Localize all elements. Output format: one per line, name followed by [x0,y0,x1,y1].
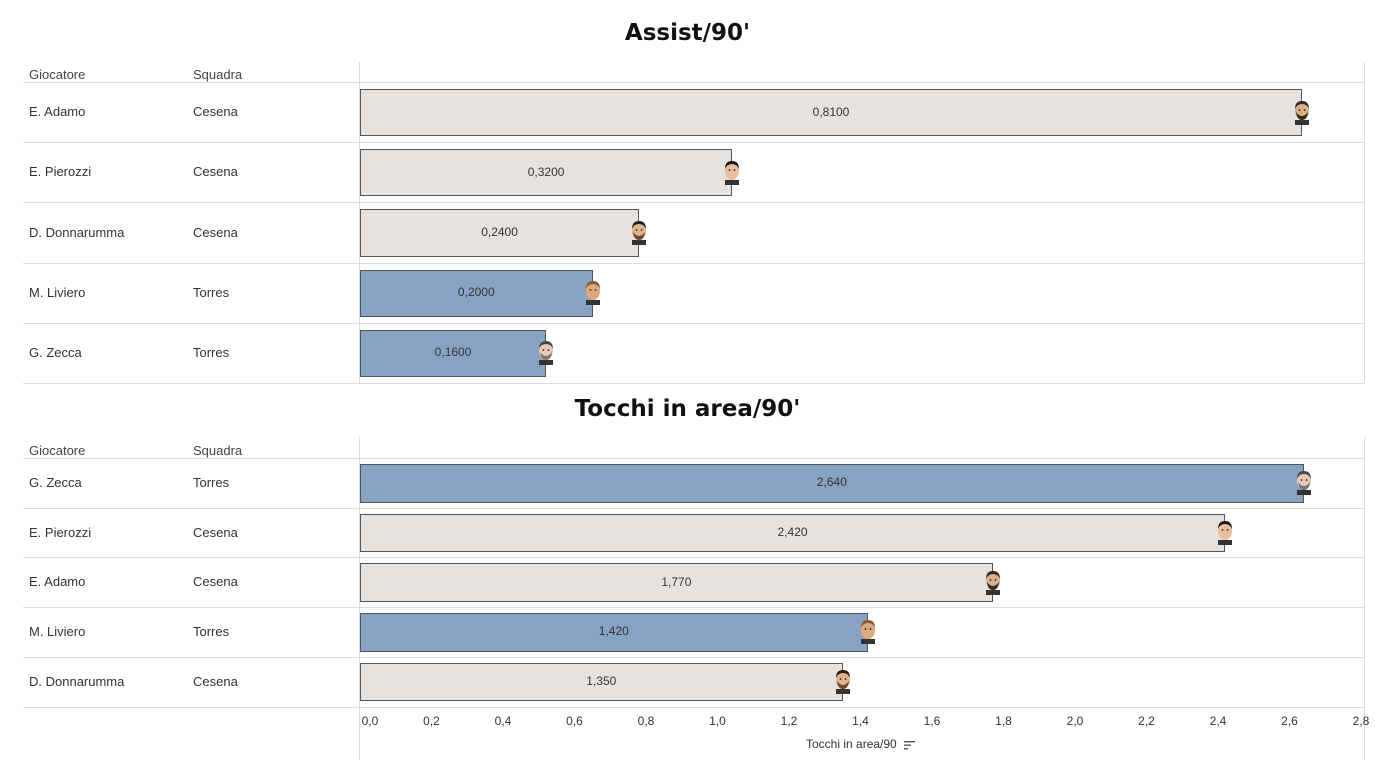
row-divider [23,557,1364,559]
team-name: Torres [193,474,230,490]
x-tick-label: 0,4 [494,714,512,728]
player-name: M. Liviero [29,623,86,639]
x-tick-label: 1,0 [709,714,726,728]
x-tick-label: 2,0 [1066,714,1084,728]
bar-e--pierozzi[interactable] [360,149,733,197]
x-axis-label: Tocchi in area/90 [806,737,897,751]
sort-descending-icon[interactable] [904,740,916,750]
player-name: E. Pierozzi [29,164,92,180]
x-tick-label: 2,6 [1281,714,1298,728]
x-tick-label: 1,4 [852,714,869,728]
header-divider [23,82,1364,83]
x-axis-title: Tocchi in area/90 [806,737,916,751]
team-name: Cesena [193,524,238,540]
team-name: Cesena [193,104,238,120]
bar-d--donnarumma[interactable] [360,662,843,702]
bar-e--adamo[interactable] [360,89,1302,137]
bar-d--donnarumma[interactable] [360,209,640,257]
data-label: 0,2400 [481,225,518,239]
x-tick-label: 1,6 [923,714,941,728]
player-face-icon [859,618,877,645]
chart-title-assist: Assist/90' [624,20,751,46]
data-label: 1,420 [598,624,629,639]
player-face-icon [723,159,741,185]
x-tick-label: 0,2 [423,714,440,728]
column-header-giocatore: Giocatore [29,67,86,82]
data-label: 1,770 [661,574,692,589]
player-face-icon [584,279,602,306]
x-tick-label: 2,4 [1209,714,1227,728]
player-face-icon [1293,99,1311,125]
row-divider [23,607,1364,609]
column-header-squadra: Squadra [193,67,243,82]
data-label: 2,420 [777,525,808,540]
data-label: 0,3200 [527,164,565,179]
team-name: Cesena [193,673,238,689]
player-face-icon [984,569,1002,595]
player-name: D. Donnarumma [29,673,125,689]
frame-right [1364,437,1365,760]
team-name: Cesena [193,574,238,590]
player-name: D. Donnarumma [29,224,125,240]
player-name: G. Zecca [29,474,82,490]
x-tick-label: 2,8 [1352,714,1370,728]
player-face-icon [1295,469,1313,496]
row-divider [23,202,1364,204]
player-face-icon [630,219,648,245]
team-name: Cesena [193,164,238,180]
row-divider [23,507,1364,509]
team-name: Torres [193,623,230,639]
bar-m--liviero[interactable] [360,613,868,652]
x-tick-label: 0,0 [361,714,379,728]
player-name: M. Liviero [29,284,86,300]
bar-g--zecca[interactable] [360,329,547,377]
x-tick-label: 0,8 [637,714,655,728]
bar-e--adamo[interactable] [360,563,993,603]
data-label: 2,640 [816,475,847,490]
team-name: Torres [193,344,230,360]
player-name: E. Adamo [29,574,86,590]
bar-m--liviero[interactable] [360,269,593,317]
team-name: Cesena [193,224,238,240]
axis-line [359,437,360,760]
column-header-giocatore: Giocatore [29,443,86,458]
bar-e--pierozzi[interactable] [360,513,1226,553]
data-label: 1,350 [586,674,617,689]
row-divider [23,656,1364,658]
chart-title-tocchi: Tocchi in area/90' [574,396,801,422]
player-name: G. Zecca [29,344,82,360]
row-divider [23,706,1364,708]
axis-line [359,62,360,383]
row-divider [23,322,1364,324]
data-label: 0,1600 [434,345,472,360]
data-label: 0,2000 [457,285,495,300]
row-divider [23,383,1364,384]
frame-right [1364,62,1365,383]
player-face-icon [834,668,852,695]
x-tick-label: 1,8 [995,714,1012,728]
player-face-icon [537,339,555,366]
header-divider [23,458,1364,459]
player-name: E. Pierozzi [29,524,92,540]
x-tick-label: 1,2 [780,714,798,728]
x-tick-label: 2,2 [1138,714,1155,728]
bar-g--zecca[interactable] [360,464,1304,503]
player-face-icon [1216,519,1234,546]
team-name: Torres [193,284,230,300]
player-name: E. Adamo [29,104,86,120]
column-header-squadra: Squadra [193,443,243,458]
x-tick-label: 0,6 [566,714,583,728]
row-divider [23,142,1364,144]
data-label: 0,8100 [812,104,850,119]
row-divider [23,262,1364,264]
